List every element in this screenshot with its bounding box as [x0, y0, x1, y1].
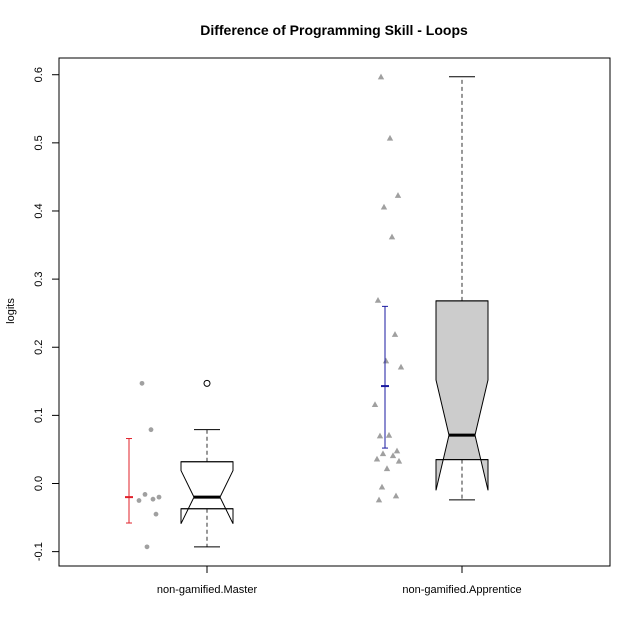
y-tick-label: -0.1: [33, 542, 45, 561]
data-point: [150, 496, 156, 502]
data-point: [153, 511, 159, 517]
y-tick-label: 0.6: [33, 67, 45, 82]
data-point: [392, 492, 400, 499]
data-point: [371, 401, 379, 408]
x-tick-label: non-gamified.Master: [157, 584, 258, 596]
y-tick-label: 0.3: [33, 271, 45, 286]
y-tick-label: 0.0: [33, 476, 45, 491]
y-tick-label: 0.1: [33, 408, 45, 423]
plot-groups: [125, 73, 489, 550]
data-point: [382, 357, 390, 364]
chart-title: Difference of Programming Skill - Loops: [200, 22, 468, 38]
data-point: [391, 331, 399, 337]
data-point: [385, 431, 393, 438]
group-0: [125, 379, 234, 550]
outlier-point: [203, 379, 211, 387]
data-point: [156, 494, 162, 500]
data-point: [383, 465, 391, 472]
data-point: [386, 134, 394, 141]
data-point: [374, 297, 382, 303]
x-axis: non-gamified.Master non-gamified.Apprenti…: [157, 566, 522, 596]
y-axis-label: logits: [5, 298, 17, 324]
data-point: [380, 203, 388, 210]
data-point: [144, 544, 150, 550]
y-tick-label: 0.5: [33, 135, 45, 150]
data-point: [389, 452, 397, 459]
data-point: [397, 363, 405, 370]
data-point: [395, 457, 403, 464]
data-point: [373, 455, 381, 462]
data-point: [139, 380, 145, 386]
plot-frame: [58, 57, 611, 567]
data-point: [378, 483, 386, 490]
data-point: [136, 498, 142, 503]
data-point: [394, 192, 402, 198]
data-point: [375, 496, 383, 503]
data-point: [388, 233, 396, 240]
data-point: [376, 432, 384, 439]
data-point: [377, 73, 385, 80]
x-tick-label: non-gamified.Apprentice: [402, 584, 521, 596]
data-point: [393, 447, 401, 454]
notched-box: [180, 461, 234, 524]
y-tick-label: 0.2: [33, 340, 45, 355]
data-point: [379, 450, 387, 457]
data-point: [148, 427, 154, 433]
group-1: [371, 73, 489, 503]
y-tick-label: 0.4: [33, 203, 45, 218]
y-axis: -0.1 0.0 0.1 0.2 0.3 0.4 0.5 0.6: [33, 67, 59, 561]
data-point: [142, 492, 148, 497]
